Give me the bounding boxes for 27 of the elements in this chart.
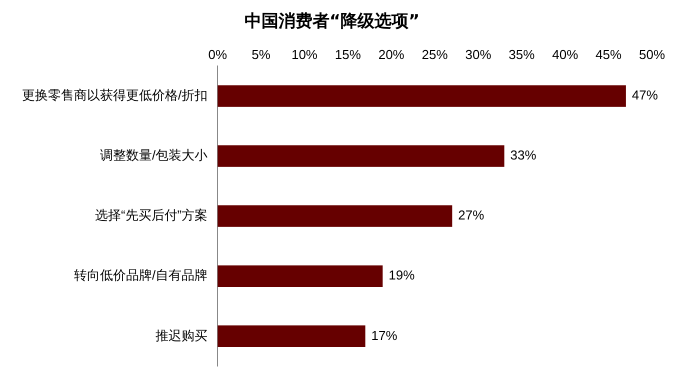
chart-title: 中国消费者“降级选项”	[244, 12, 420, 32]
bar	[218, 145, 504, 167]
x-tick-label: 30%	[465, 46, 492, 62]
x-tick-label: 5%	[252, 46, 271, 62]
x-tick-label: 25%	[422, 46, 448, 62]
x-tick-label: 0%	[208, 46, 228, 62]
x-tick-label: 15%	[334, 46, 362, 62]
x-tick-label: 45%	[596, 46, 622, 62]
x-tick-label: 10%	[291, 46, 318, 62]
x-tick-label: 35%	[508, 46, 536, 62]
data-label: 47%	[632, 88, 658, 103]
data-label: 27%	[458, 208, 485, 223]
x-tick-label: 50%	[638, 46, 666, 62]
bar	[218, 85, 626, 107]
x-tick-label: 40%	[552, 46, 579, 62]
y-tick-label: 选择“先买后付”方案	[94, 208, 208, 223]
data-label: 17%	[371, 328, 398, 343]
y-tick-label: 推迟购买	[156, 328, 208, 343]
bar	[218, 325, 366, 347]
y-tick-label: 转向低价品牌/自有品牌	[74, 268, 208, 283]
data-label: 19%	[388, 268, 416, 283]
bar	[218, 265, 383, 287]
bar	[218, 205, 452, 227]
y-tick-label: 调整数量/包装大小	[100, 148, 208, 163]
data-label: 33%	[510, 148, 537, 163]
x-tick-label: 20%	[378, 46, 405, 62]
y-tick-label: 更换零售商以获得更低价格/折扣	[22, 88, 208, 103]
